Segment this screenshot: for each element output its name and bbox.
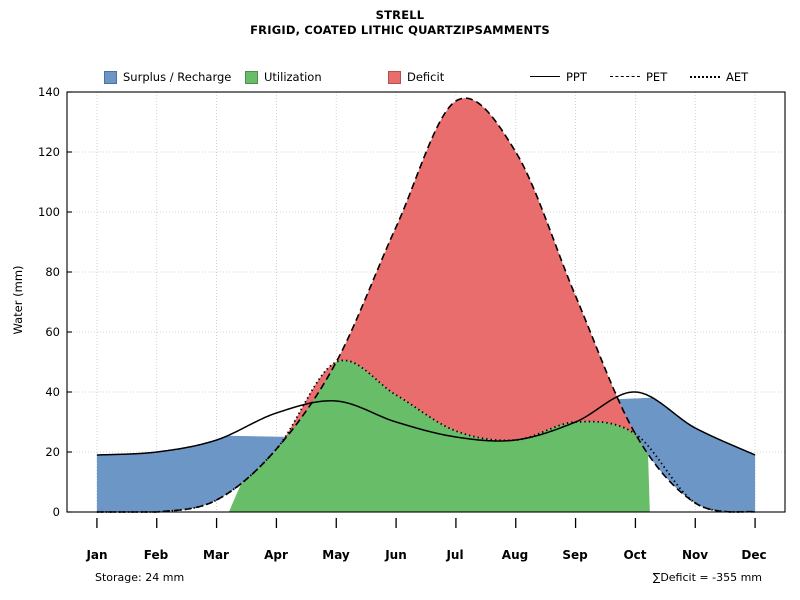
legend-line-pet-icon bbox=[610, 71, 640, 83]
legend-label-ppt: PPT bbox=[566, 70, 587, 84]
x-tick-sep: Sep bbox=[562, 548, 588, 562]
y-tick-80: 80 bbox=[45, 265, 60, 279]
chart-title: STRELL FRIGID, COATED LITHIC QUARTZIPSAM… bbox=[0, 8, 800, 38]
y-tick-20: 20 bbox=[45, 445, 60, 459]
x-tick-apr: Apr bbox=[264, 548, 288, 562]
legend-item-aet: AET bbox=[690, 68, 748, 86]
storage-annotation: Storage: 24 mm bbox=[95, 571, 185, 584]
axis-frame bbox=[66, 91, 786, 513]
legend-line-aet-icon bbox=[690, 71, 720, 83]
legend-swatch-utilization bbox=[245, 70, 258, 84]
x-tick-mar: Mar bbox=[203, 548, 229, 562]
data-lines bbox=[96, 97, 756, 513]
chart-legend: Surplus / Recharge Utilization Deficit P… bbox=[100, 68, 760, 86]
x-tick-aug: Aug bbox=[501, 548, 529, 562]
legend-line-ppt-icon bbox=[530, 71, 560, 83]
legend-swatch-surplus bbox=[104, 70, 117, 84]
legend-label-utilization: Utilization bbox=[264, 70, 322, 84]
y-tick-140: 140 bbox=[38, 85, 60, 99]
legend-label-pet: PET bbox=[646, 70, 668, 84]
x-tick-jul: Jul bbox=[446, 548, 464, 562]
y-tick-120: 120 bbox=[38, 145, 60, 159]
x-tick-feb: Feb bbox=[143, 548, 169, 562]
legend-label-deficit: Deficit bbox=[407, 70, 445, 84]
x-tick-nov: Nov bbox=[681, 548, 709, 562]
legend-item-ppt: PPT bbox=[530, 68, 587, 86]
x-tick-jan: Jan bbox=[86, 548, 108, 562]
y-tick-40: 40 bbox=[45, 385, 60, 399]
title-line-2: FRIGID, COATED LITHIC QUARTZIPSAMMENTS bbox=[250, 23, 550, 37]
legend-swatch-deficit bbox=[388, 70, 401, 84]
sigma-icon: ∑ bbox=[652, 571, 661, 584]
axis-tickmarks bbox=[67, 91, 756, 528]
deficit-text: Deficit = -355 mm bbox=[660, 571, 762, 584]
y-tick-100: 100 bbox=[38, 205, 60, 219]
legend-label-aet: AET bbox=[726, 70, 749, 84]
legend-item-utilization: Utilization bbox=[245, 68, 322, 86]
title-line-1: STRELL bbox=[375, 8, 425, 22]
x-tick-dec: Dec bbox=[741, 548, 767, 562]
x-tick-may: May bbox=[322, 548, 350, 562]
deficit-annotation: ∑Deficit = -355 mm bbox=[653, 571, 762, 584]
legend-label-surplus: Surplus / Recharge bbox=[123, 70, 232, 84]
area-bands bbox=[96, 98, 756, 513]
legend-item-surplus: Surplus / Recharge bbox=[104, 68, 231, 86]
y-tick-60: 60 bbox=[45, 325, 60, 339]
legend-item-deficit: Deficit bbox=[388, 68, 444, 86]
x-tick-jun: Jun bbox=[385, 548, 407, 562]
y-tick-0: 0 bbox=[52, 505, 60, 519]
legend-item-pet: PET bbox=[610, 68, 667, 86]
x-tick-oct: Oct bbox=[623, 548, 647, 562]
